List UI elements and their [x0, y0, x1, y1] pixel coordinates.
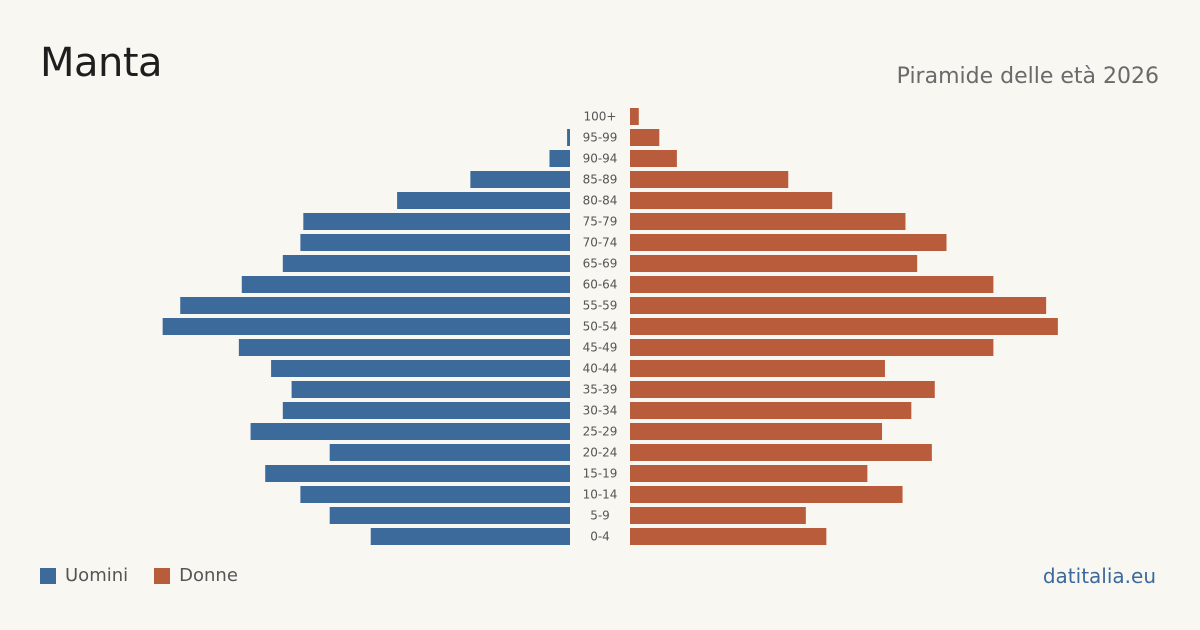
bar-women-45-49 — [630, 339, 994, 356]
bar-men-95-99 — [567, 129, 570, 146]
bar-women-20-24 — [630, 444, 932, 461]
bar-women-5-9 — [630, 507, 806, 524]
bar-women-60-64 — [630, 276, 994, 293]
age-label-75-79: 75-79 — [583, 215, 618, 229]
bar-men-55-59 — [180, 297, 570, 314]
age-label-85-89: 85-89 — [583, 173, 618, 187]
bar-women-0-4 — [630, 528, 827, 545]
bar-women-10-14 — [630, 486, 903, 503]
age-label-95-99: 95-99 — [583, 131, 618, 145]
age-label-90-94: 90-94 — [583, 152, 618, 166]
bar-men-10-14 — [300, 486, 570, 503]
age-label-55-59: 55-59 — [583, 299, 618, 313]
bar-men-25-29 — [250, 423, 570, 440]
bar-men-0-4 — [370, 528, 570, 545]
age-label-25-29: 25-29 — [583, 425, 618, 439]
age-label-0-4: 0-4 — [590, 530, 610, 544]
age-label-10-14: 10-14 — [583, 488, 618, 502]
bar-men-65-69 — [282, 255, 570, 272]
legend-item-men: Uomini — [40, 565, 128, 586]
bar-men-20-24 — [329, 444, 570, 461]
bar-men-45-49 — [238, 339, 571, 356]
bar-men-15-19 — [265, 465, 570, 482]
age-label-40-44: 40-44 — [583, 362, 618, 376]
bar-women-80-84 — [630, 192, 833, 209]
bar-women-75-79 — [630, 213, 906, 230]
age-label-70-74: 70-74 — [583, 236, 618, 250]
legend-item-women: Donne — [154, 565, 238, 586]
bar-men-35-39 — [291, 381, 570, 398]
bar-men-50-54 — [162, 318, 570, 335]
bar-men-80-84 — [397, 192, 570, 209]
chart-legend: Uomini Donne — [40, 565, 264, 586]
age-label-20-24: 20-24 — [583, 446, 618, 460]
bar-women-40-44 — [630, 360, 885, 377]
bar-women-25-29 — [630, 423, 883, 440]
bar-women-55-59 — [630, 297, 1047, 314]
age-label-100plus: 100+ — [584, 110, 617, 124]
legend-label-men: Uomini — [65, 565, 129, 586]
bar-men-85-89 — [470, 171, 570, 188]
legend-label-women: Donne — [179, 565, 238, 586]
chart-subtitle: Piramide delle età 2026 — [896, 64, 1159, 89]
bar-men-90-94 — [549, 150, 570, 167]
bar-women-35-39 — [630, 381, 935, 398]
legend-swatch-women — [154, 567, 171, 584]
age-label-35-39: 35-39 — [583, 383, 618, 397]
age-label-45-49: 45-49 — [583, 341, 618, 355]
source-link[interactable]: datitalia.eu — [1042, 564, 1156, 588]
age-label-15-19: 15-19 — [583, 467, 618, 481]
bar-women-65-69 — [630, 255, 918, 272]
bar-women-90-94 — [630, 150, 677, 167]
bar-men-70-74 — [300, 234, 570, 251]
bar-men-60-64 — [241, 276, 571, 293]
bar-men-30-34 — [282, 402, 570, 419]
bar-women-70-74 — [630, 234, 947, 251]
age-label-60-64: 60-64 — [583, 278, 618, 292]
bar-women-100plus — [630, 108, 639, 125]
age-label-5-9: 5-9 — [590, 509, 610, 523]
bar-men-40-44 — [271, 360, 570, 377]
age-label-65-69: 65-69 — [583, 257, 618, 271]
legend-swatch-men — [40, 567, 56, 584]
bar-men-5-9 — [329, 507, 570, 524]
bar-women-95-99 — [630, 129, 660, 146]
age-label-30-34: 30-34 — [583, 404, 618, 418]
age-label-50-54: 50-54 — [583, 320, 618, 334]
bar-women-85-89 — [630, 171, 789, 188]
bar-women-50-54 — [630, 318, 1058, 335]
age-label-80-84: 80-84 — [583, 194, 618, 208]
bar-men-75-79 — [303, 213, 570, 230]
bar-women-15-19 — [630, 465, 868, 482]
page-title: Manta — [40, 40, 163, 86]
bar-women-30-34 — [630, 402, 912, 419]
